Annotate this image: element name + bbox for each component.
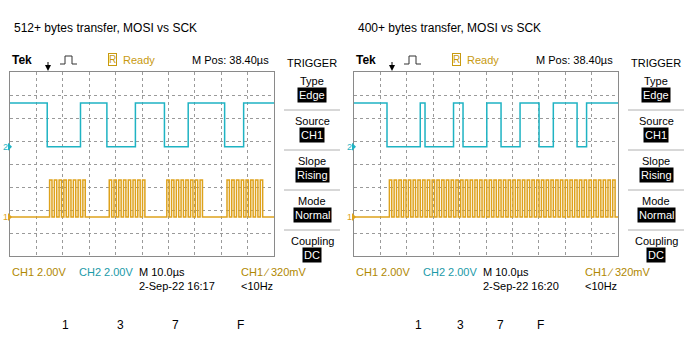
svg-text:2: 2 <box>347 142 352 152</box>
svg-text:400+ bytes transfer, MOSI vs S: 400+ bytes transfer, MOSI vs SCK <box>358 21 541 35</box>
svg-text:M 10.0µs: M 10.0µs <box>483 266 529 278</box>
svg-text:CH2 2.00V: CH2 2.00V <box>79 266 133 278</box>
svg-text:Normal: Normal <box>639 209 674 221</box>
svg-text:CH2 2.00V: CH2 2.00V <box>423 266 477 278</box>
svg-text:1: 1 <box>62 318 69 332</box>
svg-text:Ready: Ready <box>123 54 155 66</box>
svg-text:Slope: Slope <box>642 155 670 167</box>
svg-text:Mode: Mode <box>642 195 670 207</box>
svg-text:Coupling: Coupling <box>291 235 334 247</box>
svg-text:Edge: Edge <box>299 89 325 101</box>
svg-text:Rising: Rising <box>641 169 672 181</box>
svg-text:CH1 ∕ 320mV: CH1 ∕ 320mV <box>241 266 306 278</box>
svg-text:2-Sep-22 16:17: 2-Sep-22 16:17 <box>139 280 215 292</box>
svg-text:CH1 2.00V: CH1 2.00V <box>356 266 410 278</box>
svg-text:F: F <box>537 318 544 332</box>
svg-text:CH1: CH1 <box>645 129 667 141</box>
svg-text:Coupling: Coupling <box>635 235 678 247</box>
svg-text:1: 1 <box>3 212 8 222</box>
svg-text:Type: Type <box>300 75 324 87</box>
svg-text:512+ bytes transfer, MOSI vs S: 512+ bytes transfer, MOSI vs SCK <box>14 21 197 35</box>
svg-text:R: R <box>109 54 116 65</box>
svg-text:Tek: Tek <box>12 53 32 67</box>
svg-text:M Pos: 38.40µs: M Pos: 38.40µs <box>192 54 269 66</box>
svg-text:M Pos: 38.40µs: M Pos: 38.40µs <box>536 54 613 66</box>
svg-text:TRIGGER: TRIGGER <box>631 57 681 69</box>
svg-text:Mode: Mode <box>298 195 326 207</box>
svg-text:Ready: Ready <box>467 54 499 66</box>
svg-text:2-Sep-22 16:20: 2-Sep-22 16:20 <box>483 280 559 292</box>
svg-text:Normal: Normal <box>295 209 330 221</box>
svg-text:Source: Source <box>295 115 330 127</box>
svg-text:M 10.0µs: M 10.0µs <box>139 266 185 278</box>
svg-text:7: 7 <box>172 318 179 332</box>
svg-text:<10Hz: <10Hz <box>585 280 617 292</box>
svg-text:DC: DC <box>648 249 664 261</box>
svg-text:TRIGGER: TRIGGER <box>287 57 337 69</box>
svg-text:Edge: Edge <box>643 89 669 101</box>
svg-text:2: 2 <box>3 142 8 152</box>
svg-text:<10Hz: <10Hz <box>241 280 273 292</box>
svg-text:7: 7 <box>497 318 504 332</box>
svg-text:1: 1 <box>415 318 422 332</box>
svg-text:1: 1 <box>347 212 352 222</box>
svg-text:CH1: CH1 <box>301 129 323 141</box>
svg-text:R: R <box>453 54 460 65</box>
svg-text:3: 3 <box>457 318 464 332</box>
svg-text:Type: Type <box>644 75 668 87</box>
svg-text:3: 3 <box>117 318 124 332</box>
svg-text:DC: DC <box>304 249 320 261</box>
svg-text:Tek: Tek <box>356 53 376 67</box>
svg-text:Source: Source <box>639 115 674 127</box>
svg-text:Slope: Slope <box>298 155 326 167</box>
svg-text:CH1 2.00V: CH1 2.00V <box>12 266 66 278</box>
svg-text:Rising: Rising <box>297 169 328 181</box>
svg-text:CH1 ∕ 320mV: CH1 ∕ 320mV <box>585 266 650 278</box>
svg-text:F: F <box>237 318 244 332</box>
